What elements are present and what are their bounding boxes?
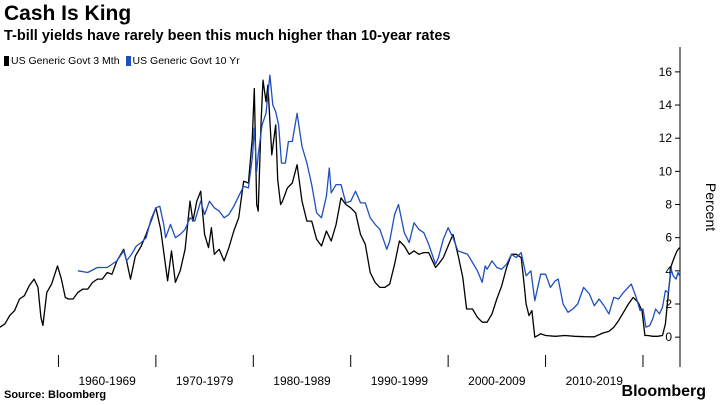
legend-swatch-3mth [4,56,9,66]
y-tick-label: 14 [659,98,673,112]
legend-label-10yr: US Generic Govt 10 Yr [132,55,240,67]
y-tick-label: 4 [665,264,672,278]
legend-label-3mth: US Generic Govt 3 Mth [11,55,120,67]
source-note: Source: Bloomberg [4,389,107,401]
legend-swatch-10yr [125,56,131,66]
y-tick-label: 0 [665,330,672,344]
x-tick-label: 1980-1989 [273,374,331,388]
x-tick-label: 2010-2019 [566,374,624,388]
series-line-3mth [0,79,681,338]
legend: US Generic Govt 3 Mth US Generic Govt 10… [4,55,240,67]
x-tick-label: 1990-1999 [371,374,429,388]
y-tick-label: 8 [665,198,672,212]
y-tick-label: 12 [659,131,673,145]
y-tick-label: 2 [665,297,672,311]
x-tick-label: 2000-2009 [468,374,526,388]
y-tick-label: 10 [659,164,673,178]
bloomberg-logo: Bloomberg [621,383,706,400]
y-axis-label: Percent [703,183,719,231]
y-tick-label: 6 [665,231,672,245]
chart-title: Cash Is King [4,2,132,25]
legend-item-10yr: US Generic Govt 10 Yr [125,55,240,67]
x-tick-label: 1970-1979 [176,374,234,388]
x-tick-label: 1960-1969 [78,374,136,388]
y-tick-label: 16 [659,65,673,79]
series-line-10yr [77,74,681,328]
chart-subtitle: T-bill yields have rarely been this much… [4,28,451,44]
legend-item-3mth: US Generic Govt 3 Mth [4,55,120,67]
